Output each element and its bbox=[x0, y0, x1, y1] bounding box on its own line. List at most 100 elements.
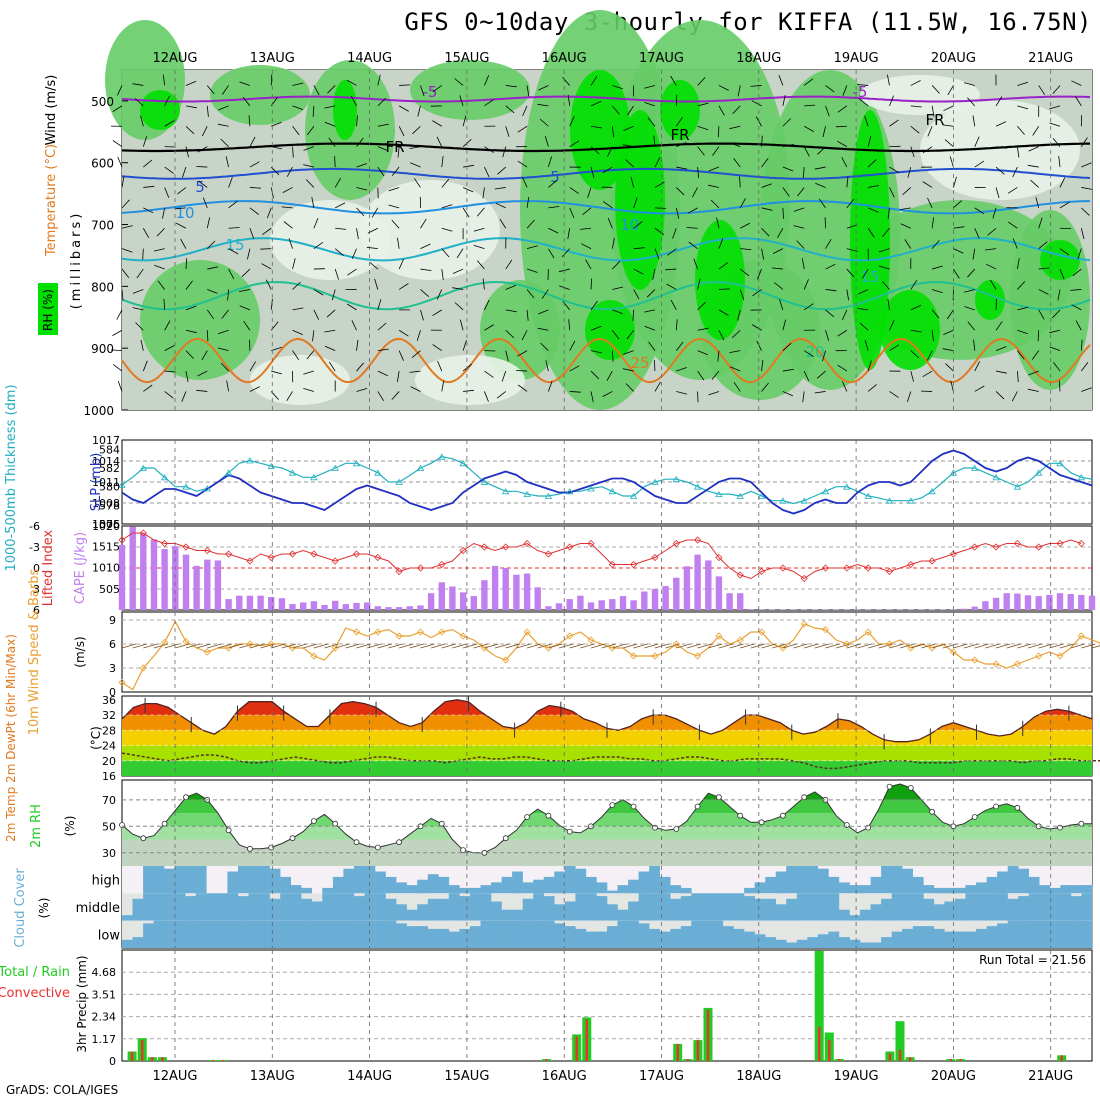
wind-barb bbox=[112, 140, 123, 147]
cloud-cell bbox=[807, 893, 819, 921]
wind-barb bbox=[303, 388, 314, 392]
wind-barb bbox=[931, 85, 940, 94]
cloud-cell bbox=[670, 898, 682, 921]
wind-speed-point bbox=[694, 652, 702, 660]
surface-wind-barb bbox=[590, 643, 606, 649]
wind-barb bbox=[164, 187, 170, 198]
cape-bar bbox=[1067, 594, 1074, 610]
wind-barb bbox=[271, 121, 282, 127]
wind-barb bbox=[436, 136, 443, 147]
grads-credit: GrADS: COLA/IGES bbox=[6, 1083, 119, 1097]
wind-speed-point bbox=[1013, 660, 1021, 668]
wind-barb bbox=[1081, 162, 1092, 168]
cloud-cell bbox=[817, 934, 829, 948]
wind-barb bbox=[1012, 166, 1018, 178]
wind-barb bbox=[454, 302, 464, 311]
cloud-cell bbox=[554, 904, 566, 921]
cloud-cell bbox=[933, 928, 945, 948]
cloud-cell bbox=[301, 920, 312, 948]
wind-barb bbox=[207, 266, 219, 270]
wind-barb bbox=[612, 260, 621, 270]
wind-barb bbox=[505, 105, 515, 114]
wind-barb bbox=[292, 329, 303, 335]
cape-bar bbox=[246, 595, 254, 610]
rh-point bbox=[737, 812, 744, 819]
precip-convective-bar bbox=[818, 1026, 821, 1061]
rh-contour-fill bbox=[615, 110, 665, 290]
surface-wind-barb bbox=[292, 643, 307, 649]
cape-bar bbox=[300, 602, 307, 610]
wind-barb bbox=[334, 248, 344, 256]
wind-barb bbox=[644, 85, 656, 89]
rh-point bbox=[716, 794, 722, 801]
cloud-cell bbox=[607, 890, 618, 894]
wind-barb bbox=[292, 281, 301, 290]
surface-wind-barb bbox=[676, 643, 691, 649]
cloud-cell bbox=[860, 909, 871, 921]
rh-contour-fill bbox=[210, 65, 310, 125]
wind-barb bbox=[1059, 268, 1065, 280]
cloud-cell bbox=[301, 887, 312, 894]
wind-barb bbox=[541, 289, 549, 299]
wind-barb bbox=[964, 306, 975, 311]
cloud-cell bbox=[1081, 893, 1093, 921]
wind-barb bbox=[1058, 380, 1061, 392]
precip-convective-bar bbox=[888, 1053, 892, 1061]
wind-barb bbox=[140, 115, 144, 127]
li-point bbox=[1056, 539, 1064, 548]
cloud-cell bbox=[796, 939, 808, 948]
wind-speed-point bbox=[971, 656, 979, 664]
temp-tick: 36 bbox=[102, 694, 116, 707]
wind-barb bbox=[922, 181, 933, 188]
wind-barb bbox=[846, 224, 858, 229]
wind-barb bbox=[132, 289, 144, 294]
wind-barb bbox=[397, 370, 400, 382]
precip-convective-bar bbox=[706, 1009, 710, 1061]
wind-barb bbox=[539, 118, 549, 127]
surface-wind-barb bbox=[313, 643, 329, 649]
wind-barb bbox=[675, 207, 680, 219]
wind-barb bbox=[540, 342, 549, 351]
cloud-cell bbox=[153, 920, 165, 948]
cloud-cell bbox=[860, 942, 871, 948]
cloud-cell bbox=[501, 876, 513, 894]
thickness-point bbox=[693, 483, 702, 490]
wind-barb bbox=[837, 105, 848, 113]
cape-bar bbox=[587, 602, 595, 610]
cloud-cell bbox=[122, 939, 133, 948]
wind-barb bbox=[931, 105, 935, 117]
cloud-cell bbox=[354, 866, 365, 894]
cloud-cell bbox=[280, 920, 291, 948]
chart-title: GFS 0~10day 3-hourly for KIFFA (11.5W, 1… bbox=[404, 8, 1092, 36]
li-point bbox=[779, 564, 787, 572]
rh-contour-fill bbox=[480, 280, 560, 380]
wind-barb bbox=[459, 319, 464, 331]
wind-barb bbox=[462, 340, 467, 351]
surface-wind-barb bbox=[473, 643, 488, 649]
rh-contour-fill bbox=[140, 90, 180, 130]
cloud-cell bbox=[881, 898, 892, 921]
wind-barb bbox=[247, 248, 251, 260]
thickness-point bbox=[565, 488, 574, 495]
wind-barb bbox=[1070, 289, 1082, 291]
cape-bar bbox=[459, 592, 467, 610]
li-point bbox=[885, 567, 894, 576]
cloud-cell bbox=[354, 920, 365, 948]
surface-wind-barb bbox=[900, 643, 915, 649]
cloud-cell bbox=[744, 887, 755, 894]
cloud-cell bbox=[322, 887, 334, 894]
surface-wind-barb bbox=[857, 643, 872, 649]
wind-barb bbox=[816, 370, 826, 379]
wind-barb bbox=[974, 361, 981, 372]
rh-point bbox=[353, 839, 360, 846]
wind-barb bbox=[388, 204, 400, 209]
wind-barb bbox=[334, 268, 339, 280]
thickness-point bbox=[992, 474, 1000, 481]
cape-bar bbox=[321, 605, 328, 610]
cloud-cell bbox=[259, 920, 270, 948]
wind-barb bbox=[270, 74, 273, 86]
wind-barb bbox=[198, 180, 208, 188]
wind-barb bbox=[547, 380, 553, 392]
wind-barb bbox=[420, 268, 432, 271]
